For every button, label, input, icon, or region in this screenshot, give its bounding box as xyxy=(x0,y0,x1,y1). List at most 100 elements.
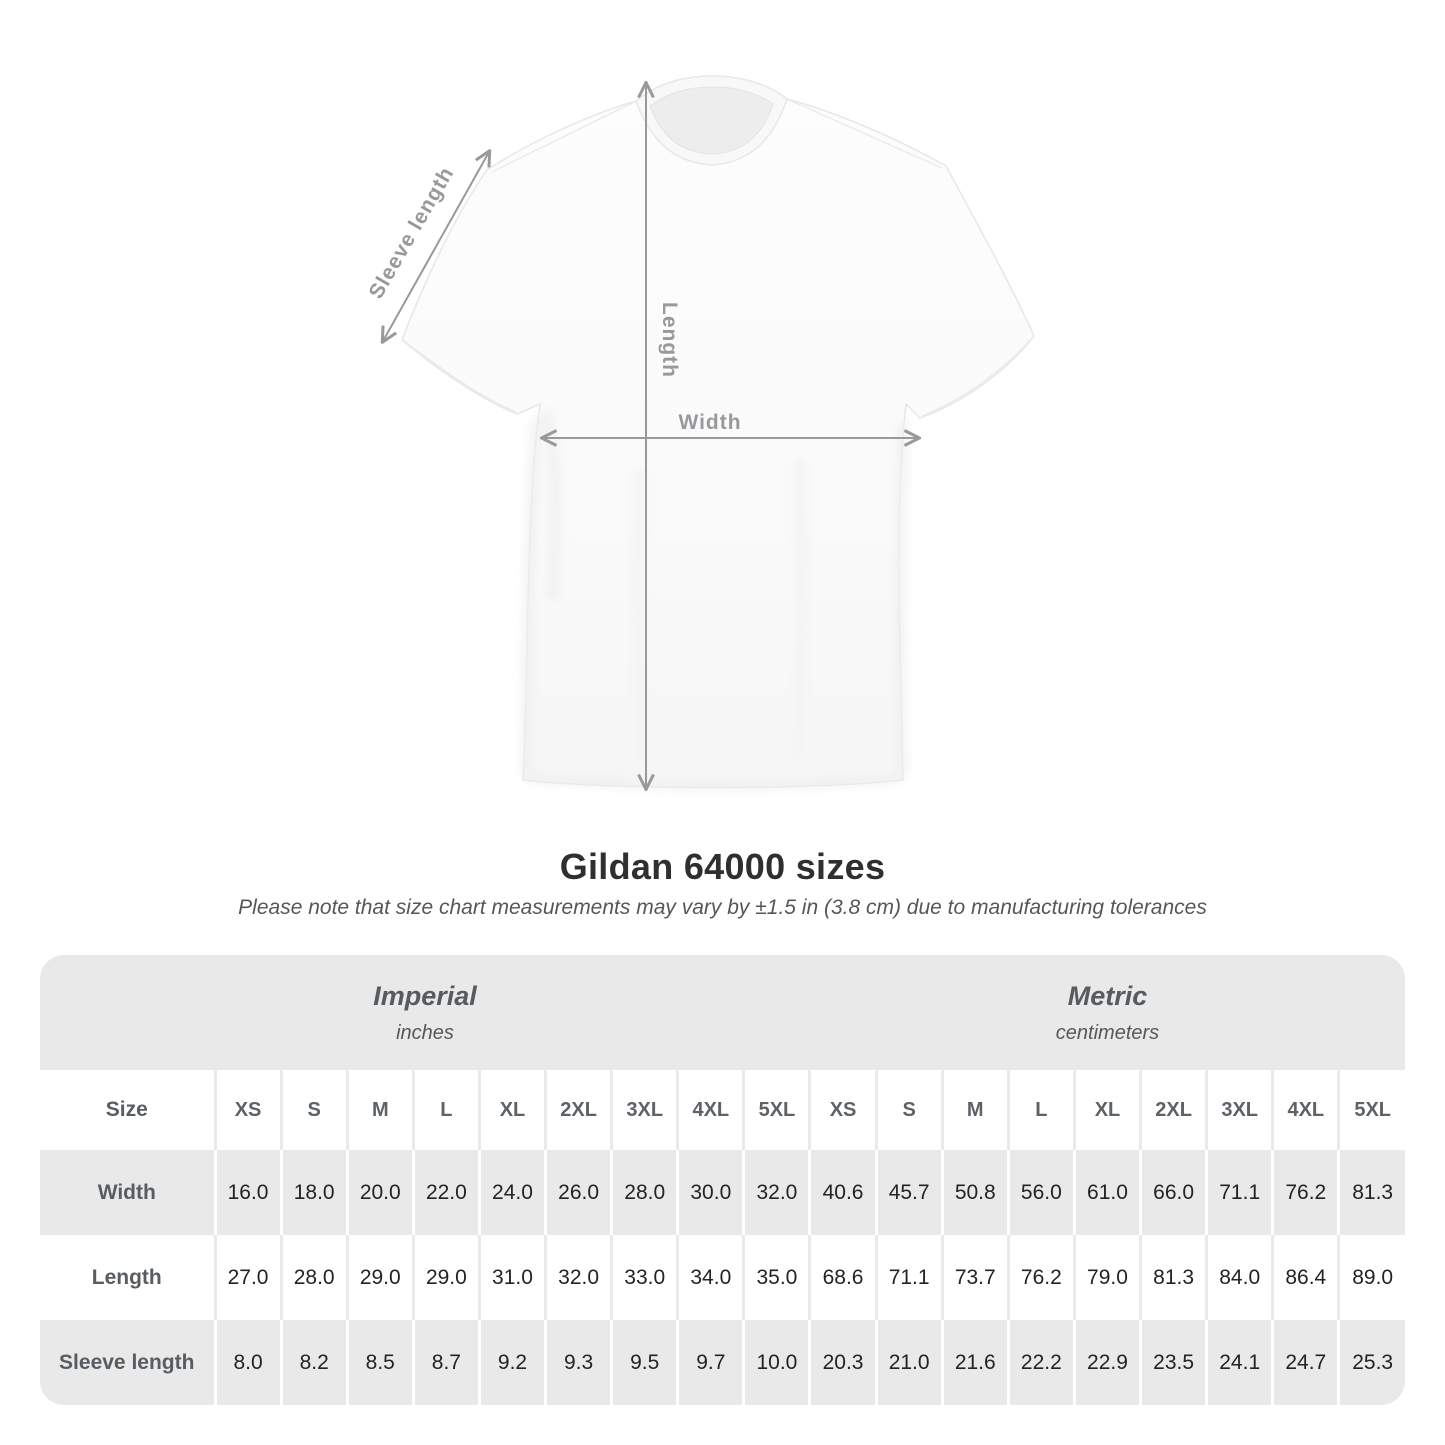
size-header-imperial-l: L xyxy=(411,1070,480,1150)
measurement-row-sleeve-length: Sleeve length 8.0 8.2 8.5 8.7 9.2 9.3 9.5 9.7 10.… xyxy=(40,1320,1405,1405)
size-header-imperial-5xl: 5XL xyxy=(742,1070,810,1150)
size-header-row: Size XS S M L XL 2XL 3XL 4XL 5XL XS S M L XL 2XL 3XL 4XL… xyxy=(40,1070,1405,1150)
imperial-label: Imperial xyxy=(373,980,477,1011)
metric-value: 76.2 xyxy=(1271,1150,1339,1235)
metric-value: 40.6 xyxy=(808,1150,877,1235)
imperial-value: 32.0 xyxy=(544,1235,612,1320)
imperial-value: 33.0 xyxy=(610,1235,678,1320)
metric-value: 81.3 xyxy=(1337,1150,1405,1235)
metric-value: 24.7 xyxy=(1271,1320,1339,1405)
metric-value: 23.5 xyxy=(1139,1320,1207,1405)
size-header-imperial-2xl: 2XL xyxy=(544,1070,612,1150)
size-header-metric-s: S xyxy=(874,1070,943,1150)
metric-value: 73.7 xyxy=(940,1235,1009,1320)
width-label: Width xyxy=(678,411,742,434)
imperial-value: 9.5 xyxy=(610,1320,678,1405)
metric-value: 56.0 xyxy=(1006,1150,1075,1235)
size-header-metric-xs: XS xyxy=(808,1070,877,1150)
imperial-value: 8.0 xyxy=(213,1320,282,1405)
unit-section-row: Imperial inches Metric centimeters xyxy=(40,955,1405,1070)
metric-value: 24.1 xyxy=(1205,1320,1273,1405)
page-title: Gildan 64000 sizes xyxy=(559,846,886,887)
shirt-seams xyxy=(403,98,1033,417)
size-table: Imperial inches Metric centimeters Size … xyxy=(40,955,1405,1405)
size-header-imperial-3xl: 3XL xyxy=(610,1070,678,1150)
size-header-imperial-s: S xyxy=(279,1070,348,1150)
metric-value: 71.1 xyxy=(1205,1150,1273,1235)
imperial-value: 16.0 xyxy=(213,1150,282,1235)
size-header-metric-l: L xyxy=(1006,1070,1075,1150)
imperial-value: 32.0 xyxy=(742,1150,810,1235)
size-header-metric-3xl: 3XL xyxy=(1205,1070,1273,1150)
imperial-value: 28.0 xyxy=(610,1150,678,1235)
size-header-metric-2xl: 2XL xyxy=(1139,1070,1207,1150)
row-label: Length xyxy=(40,1235,215,1320)
metric-value: 25.3 xyxy=(1337,1320,1405,1405)
metric-value: 20.3 xyxy=(808,1320,877,1405)
metric-value: 22.9 xyxy=(1072,1320,1141,1405)
tolerance-note: Please note that size chart measurements… xyxy=(238,896,1207,919)
imperial-value: 20.0 xyxy=(345,1150,414,1235)
metric-value: 21.0 xyxy=(874,1320,943,1405)
metric-label: Metric xyxy=(1067,980,1148,1011)
imperial-value: 8.2 xyxy=(279,1320,348,1405)
imperial-value: 29.0 xyxy=(345,1235,414,1320)
metric-value: 89.0 xyxy=(1337,1235,1405,1320)
metric-section-header: Metric centimeters xyxy=(809,955,1405,1070)
metric-value: 50.8 xyxy=(940,1150,1009,1235)
measurement-rows: Width 16.0 18.0 20.0 22.0 24.0 26.0 28.0 30.0 32.… xyxy=(40,1150,1405,1405)
imperial-value: 29.0 xyxy=(411,1235,480,1320)
metric-value: 68.6 xyxy=(808,1235,877,1320)
imperial-unit-label: inches xyxy=(396,1021,454,1044)
imperial-value: 8.5 xyxy=(345,1320,414,1405)
tshirt-illustration xyxy=(0,75,1035,840)
neck-opening xyxy=(649,86,774,155)
imperial-value: 31.0 xyxy=(477,1235,546,1320)
size-header-metric-4xl: 4XL xyxy=(1271,1070,1339,1150)
size-header-imperial-xl: XL xyxy=(477,1070,546,1150)
shirt-measurement-diagram: Sleeve length Length Width xyxy=(0,75,1035,840)
length-label: Length xyxy=(658,302,681,378)
metric-value: 71.1 xyxy=(874,1235,943,1320)
imperial-value: 35.0 xyxy=(742,1235,810,1320)
metric-value: 84.0 xyxy=(1205,1235,1273,1320)
size-header-metric-xl: XL xyxy=(1072,1070,1141,1150)
row-label: Sleeve length xyxy=(40,1320,215,1405)
imperial-value: 9.7 xyxy=(676,1320,744,1405)
metric-unit-label: centimeters xyxy=(1055,1021,1160,1044)
size-header-imperial-xs: XS xyxy=(213,1070,282,1150)
metric-value: 45.7 xyxy=(874,1150,943,1235)
measurement-arrows xyxy=(383,84,918,788)
metric-value: 61.0 xyxy=(1072,1150,1141,1235)
imperial-value: 10.0 xyxy=(742,1320,810,1405)
imperial-value: 9.3 xyxy=(544,1320,612,1405)
imperial-value: 18.0 xyxy=(279,1150,348,1235)
imperial-value: 28.0 xyxy=(279,1235,348,1320)
metric-value: 21.6 xyxy=(940,1320,1009,1405)
measurement-row-length: Length 27.0 28.0 29.0 29.0 31.0 32.0 33.0 34.0 35… xyxy=(40,1235,1405,1320)
size-column-header: Size xyxy=(40,1070,215,1150)
imperial-section-header: Imperial inches xyxy=(40,955,810,1070)
size-header-metric-5xl: 5XL xyxy=(1337,1070,1405,1150)
measurement-row-width: Width 16.0 18.0 20.0 22.0 24.0 26.0 28.0 30.0 32.… xyxy=(40,1150,1405,1235)
imperial-value: 8.7 xyxy=(411,1320,480,1405)
metric-value: 22.2 xyxy=(1006,1320,1075,1405)
imperial-value: 26.0 xyxy=(544,1150,612,1235)
imperial-value: 22.0 xyxy=(411,1150,480,1235)
size-header-metric-m: M xyxy=(940,1070,1009,1150)
imperial-value: 27.0 xyxy=(213,1235,282,1320)
imperial-value: 9.2 xyxy=(477,1320,546,1405)
size-header-imperial-4xl: 4XL xyxy=(676,1070,744,1150)
imperial-value: 34.0 xyxy=(676,1235,744,1320)
metric-value: 86.4 xyxy=(1271,1235,1339,1320)
metric-value: 76.2 xyxy=(1006,1235,1075,1320)
metric-value: 81.3 xyxy=(1139,1235,1207,1320)
size-chart-table: Imperial inches Metric centimeters Size … xyxy=(40,955,1405,1405)
row-label: Width xyxy=(40,1150,215,1235)
imperial-value: 30.0 xyxy=(676,1150,744,1235)
imperial-value: 24.0 xyxy=(477,1150,546,1235)
size-header-imperial-m: M xyxy=(345,1070,414,1150)
sleeve-length-arrow xyxy=(383,152,489,341)
metric-value: 79.0 xyxy=(1072,1235,1141,1320)
